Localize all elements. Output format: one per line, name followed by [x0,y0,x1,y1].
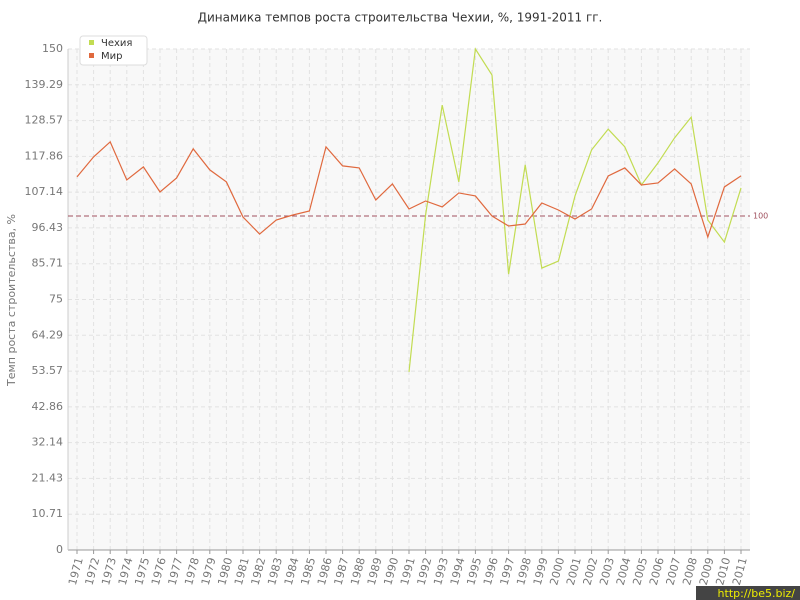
watermark-bg [696,586,800,600]
y-tick-label: 107.14 [25,185,64,198]
watermark: http://be5.biz/ [718,587,796,600]
legend-swatch [89,40,94,45]
y-tick-label: 53.57 [32,364,64,377]
y-tick-label: 21.43 [32,471,64,484]
series-line [76,140,742,239]
y-tick-label: 117.86 [25,149,64,162]
y-tick-label: 150 [42,42,63,55]
y-tick-label: 75 [49,293,63,306]
y-tick-label: 96.43 [32,221,64,234]
x-tick-label: 2011 [730,556,750,586]
y-tick-label: 32.14 [32,436,64,449]
y-tick-label: 0 [56,543,63,556]
y-tick-label: 64.29 [32,328,64,341]
y-axis-label: Темп роста строительства, % [5,214,18,387]
chart-title: Динамика темпов роста строительства Чехи… [198,11,603,25]
y-tick-label: 128.57 [25,114,64,127]
y-tick-label: 10.71 [32,507,64,520]
y-tick-label: 139.29 [25,78,64,91]
legend-swatch [89,53,94,58]
legend [79,35,148,66]
series-line [408,47,742,373]
y-tick-label: 42.86 [32,400,64,413]
y-tick-label: 85.71 [32,257,64,270]
legend-label: Чехия [101,38,132,49]
legend-label: Мир [101,51,122,62]
reference-label: 100 [753,212,768,221]
plot-area [68,49,750,550]
